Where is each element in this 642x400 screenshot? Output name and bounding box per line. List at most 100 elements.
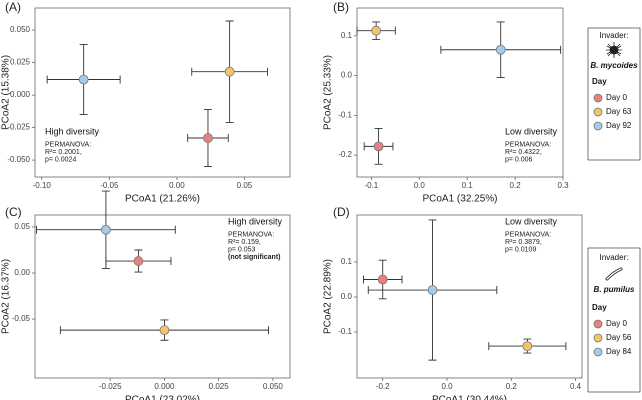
charts: (A) -0.10 -0.05 0.00 0.05 0.050 0.025 0.000 -0.0… [1, 0, 583, 400]
legend-title: Invader: [600, 253, 629, 262]
panel-label: (A) [5, 0, 21, 14]
y-tick-label: 0.0 [341, 292, 353, 301]
point [133, 256, 144, 266]
annotation: High diversity [45, 126, 100, 136]
point [101, 224, 111, 235]
x-tick-label: 0.2 [506, 382, 518, 391]
annotation: PERMANOVA: [228, 231, 274, 238]
point [373, 141, 384, 152]
x-tick-label: 0.2 [510, 181, 522, 190]
annotation: p= 0.053 [228, 246, 256, 253]
annotation: PERMANOVA: [505, 141, 551, 148]
legend-swatch [593, 93, 603, 103]
point [203, 133, 213, 143]
legend-swatch [593, 107, 603, 117]
error-bars [363, 128, 394, 165]
annotation: High diversity [228, 216, 283, 226]
panel: (D) -0.2 0.0 0.2 0.4 0.1 0.0 -0.1 PCoA1 (30.44%)… [323, 205, 583, 400]
y-tick-label: 0.05 [14, 222, 30, 231]
annotation: PERMANOVA: [505, 231, 551, 238]
panel: (B) -0.1 0.0 0.1 0.2 0.3 0.1 0.0 -0.1 -0.2 PCoA1 (… [323, 0, 569, 204]
legend-label: Day 84 [606, 347, 632, 356]
x-tick-label: 0.0 [441, 382, 453, 391]
y-tick-label: -0.050 [7, 155, 30, 164]
legend-swatch [593, 333, 603, 343]
legend-organism: B. pumilus [594, 285, 635, 294]
legend-label: Day 0 [606, 319, 627, 328]
legend-swatch [593, 121, 603, 131]
y-tick-label: 0.00 [14, 268, 30, 277]
legend-label: Day 92 [606, 121, 632, 130]
panel: (C)-0.025 0.000 0.025 0.0500.050.00-0.05PCo… [1, 190, 291, 400]
y-tick-label: 0.1 [341, 257, 353, 266]
x-tick-label: -0.025 [99, 382, 122, 391]
y-tick-label: 0.025 [10, 58, 31, 67]
point [377, 274, 388, 285]
annotation: p= 0.006 [505, 156, 533, 163]
annotation: (not significant) [228, 254, 281, 261]
x-tick-label: 0.3 [557, 181, 569, 190]
bacteria-icon [606, 42, 622, 58]
annotation: R²= 0.2001, [45, 149, 82, 156]
x-tick-label: 0.0 [414, 181, 426, 190]
panel-label: (B) [333, 0, 349, 14]
x-axis-label: PCoA1 (21.26%) [125, 194, 200, 205]
error-bars [187, 108, 229, 168]
point [495, 44, 506, 55]
x-tick-label: 0.050 [263, 382, 284, 391]
plot-frame [356, 214, 583, 379]
legend-day-title: Day [592, 77, 607, 86]
x-tick-label: 0.00 [169, 181, 185, 190]
x-tick-label: -0.10 [33, 181, 52, 190]
y-tick-label: -0.1 [338, 327, 352, 336]
point [371, 25, 382, 36]
x-axis-label: PCoA1 (23.02%) [125, 395, 200, 400]
annotation: Low diversity [505, 216, 558, 226]
legend-swatch [593, 319, 603, 329]
y-axis-label: PCoA2 (22.89%) [323, 259, 334, 334]
point [78, 74, 89, 85]
x-tick-label: -0.2 [376, 382, 390, 391]
y-axis-label: PCoA2 (16.37%) [1, 259, 12, 334]
bacteria-icon-inner [606, 268, 622, 280]
annotation: PERMANOVA: [45, 141, 91, 148]
x-tick-label: -0.05 [100, 181, 119, 190]
annotation: R²= 0.3879, [505, 239, 542, 246]
point [427, 285, 438, 295]
plot-frame [34, 214, 291, 379]
y-tick-label: -0.1 [338, 110, 352, 119]
x-tick-label: 0.4 [570, 382, 582, 391]
x-tick-label: 0.05 [237, 181, 253, 190]
annotation: R²= 0.4322, [505, 149, 542, 156]
point [224, 66, 235, 77]
panel-label: (D) [333, 205, 350, 219]
y-tick-label: -0.05 [12, 314, 31, 323]
legend-organism: B. mycoides [590, 61, 638, 70]
y-axis-label: PCoA2 (25.33%) [323, 55, 334, 130]
legend-label: Day 0 [606, 93, 627, 102]
x-tick-label: 0.000 [154, 382, 175, 391]
plot-frame [34, 7, 291, 178]
point [159, 325, 170, 336]
x-axis-label: PCoA1 (30.44%) [432, 395, 507, 400]
y-tick-label: 0.0 [341, 71, 353, 80]
y-tick-label: -0.2 [338, 150, 352, 159]
y-tick-label: 0.000 [10, 90, 31, 99]
panel-label: (C) [5, 205, 22, 219]
legend-day-title: Day [592, 303, 607, 312]
panel: (A) -0.10 -0.05 0.00 0.05 0.050 0.025 0.000 -0.0… [1, 0, 291, 205]
point [522, 341, 533, 352]
annotation: Low diversity [505, 126, 558, 136]
y-tick-label: -0.025 [7, 123, 30, 132]
y-axis-label: PCoA2 (15.38%) [1, 55, 12, 130]
legend-1-box [587, 27, 641, 161]
x-tick-label: -0.1 [364, 181, 378, 190]
x-tick-label: 0.1 [462, 181, 474, 190]
annotation: R²= 0.159, [228, 239, 261, 246]
legend-label: Day 63 [606, 107, 632, 116]
y-tick-label: 0.1 [341, 31, 353, 40]
annotation: p= 0.0024 [45, 156, 76, 163]
annotation: p= 0.0109 [505, 246, 536, 253]
error-bars [356, 21, 396, 40]
